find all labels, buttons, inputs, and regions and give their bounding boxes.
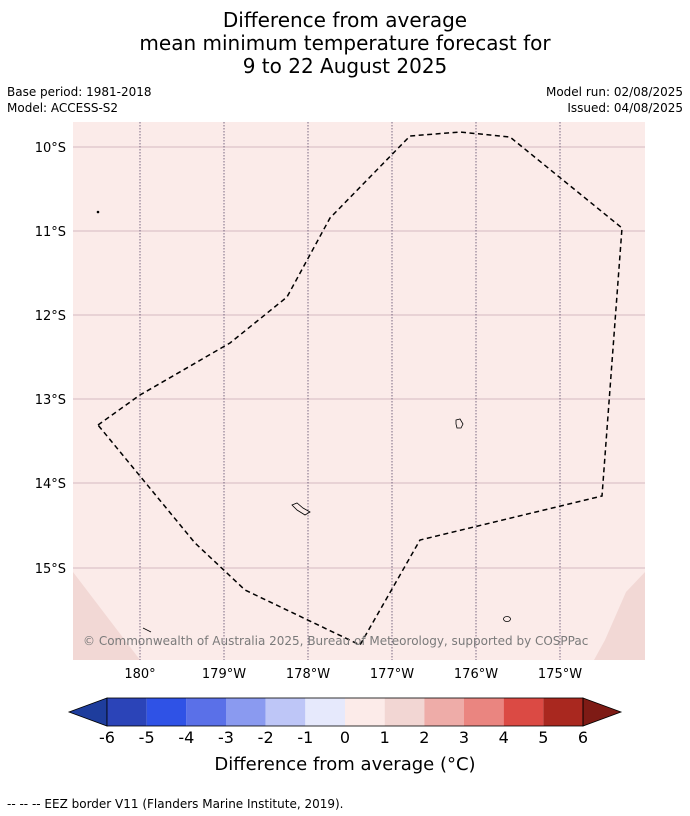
island-taveuni	[291, 502, 311, 516]
colorbar-tick: 5	[538, 728, 549, 747]
island-rotuma-dot	[96, 210, 100, 214]
lon-label: 175°W	[538, 667, 582, 682]
model-name: Model: ACCESS-S2	[7, 101, 119, 115]
lon-label: 179°W	[202, 667, 246, 682]
colorbar-tick: 3	[458, 728, 470, 747]
map-corner-shading-right	[594, 572, 645, 660]
colorbar-segment	[305, 698, 345, 726]
lat-label: 10°S	[35, 141, 66, 156]
map-corner-shading-left	[73, 572, 140, 660]
lat-label: 11°S	[35, 225, 66, 240]
model-run: Model run: 02/08/2025	[545, 85, 683, 99]
colorbar-tick: 4	[498, 728, 509, 747]
colorbar	[67, 697, 623, 727]
colorbar-segment	[146, 698, 187, 726]
colorbar-tick: -6	[99, 728, 115, 747]
colorbar-tick: -3	[218, 728, 234, 747]
issued-date: Issued: 04/08/2025	[567, 101, 683, 115]
islands	[96, 210, 511, 633]
eez-border-line	[96, 131, 623, 646]
eez-legend-note: -- -- -- EEZ border V11 (Flanders Marine…	[7, 797, 344, 811]
chart-title-line2: mean minimum temperature forecast for	[139, 31, 551, 55]
colorbar-extend-low	[67, 697, 108, 727]
colorbar-tick: -1	[297, 728, 314, 747]
copyright-notice: © Commonwealth of Australia 2025, Bureau…	[83, 634, 588, 648]
colorbar-tick: -4	[178, 728, 195, 747]
lat-label: 12°S	[35, 309, 66, 324]
colorbar-tick: 6	[577, 728, 589, 747]
colorbar-segment	[226, 698, 266, 726]
map-background	[73, 122, 645, 660]
island-lakeba	[503, 616, 511, 622]
colorbar-tick: 1	[379, 728, 390, 747]
base-period: Base period: 1981-2018	[7, 85, 152, 99]
colorbar-border	[106, 697, 584, 727]
colorbar-segment	[107, 698, 147, 726]
lat-label: 15°S	[35, 562, 66, 577]
lat-label: 13°S	[35, 393, 66, 408]
colorbar-segment	[186, 698, 226, 726]
colorbar-extend-high	[582, 697, 623, 727]
colorbar-tick: -2	[257, 728, 274, 747]
lon-label: 176°W	[454, 667, 498, 682]
map-gridlines	[73, 122, 645, 660]
lon-label: 180°	[124, 667, 155, 682]
colorbar-segment	[464, 698, 504, 726]
island-koro	[142, 627, 152, 633]
colorbar-segment	[384, 698, 425, 726]
colorbar-tick: -5	[138, 728, 155, 747]
colorbar-tick: 0	[339, 728, 351, 747]
island-vanua-balavu	[455, 418, 464, 429]
lat-label: 14°S	[35, 477, 66, 492]
colorbar-segment	[345, 698, 385, 726]
latitude-labels: 10°S 11°S 12°S 13°S 14°S 15°S	[35, 141, 66, 577]
colorbar-label: Difference from average (°C)	[214, 754, 476, 775]
chart-title-line1: Difference from average	[222, 8, 468, 32]
colorbar-segment	[265, 698, 306, 726]
lon-label: 178°W	[286, 667, 330, 682]
chart-title-line3: 9 to 22 August 2025	[242, 54, 448, 78]
colorbar-segment	[503, 698, 544, 726]
colorbar-tick: 2	[419, 728, 430, 747]
lon-label: 177°W	[370, 667, 414, 682]
longitude-labels: 180° 179°W 178°W 177°W 176°W 175°W	[124, 667, 582, 682]
colorbar-segment	[424, 698, 464, 726]
colorbar-segment	[543, 698, 583, 726]
